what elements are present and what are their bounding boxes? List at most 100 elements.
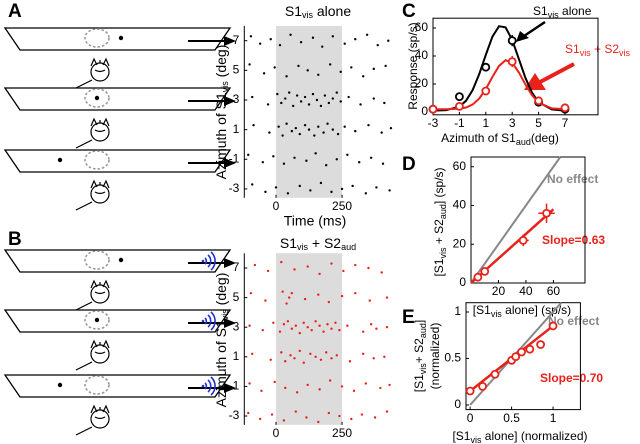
y-tick-label: 7 xyxy=(233,260,240,274)
spike xyxy=(335,354,338,357)
spike xyxy=(383,101,386,105)
y-axis-label: [S1vis+ S2aud] xyxy=(412,320,428,392)
spike xyxy=(335,158,338,161)
spike xyxy=(338,414,341,418)
spike xyxy=(354,263,357,267)
sound-icon xyxy=(200,251,216,271)
spike xyxy=(278,330,282,333)
spike xyxy=(309,189,312,192)
spike xyxy=(358,161,361,164)
spike xyxy=(298,132,301,136)
spike xyxy=(280,260,283,264)
data-point xyxy=(507,36,517,45)
x-tick-label: 0.5 xyxy=(503,411,520,425)
spike xyxy=(339,100,342,103)
y-axis-label: (normalized) xyxy=(428,323,442,390)
panel-label: E xyxy=(402,307,415,328)
spike xyxy=(359,103,362,106)
spike xyxy=(290,327,294,330)
y-tick-label: 20 xyxy=(415,76,429,90)
x-tick-label: 7 xyxy=(562,116,569,130)
spike xyxy=(340,385,344,388)
spike xyxy=(280,351,283,354)
scene-diagram xyxy=(4,374,237,436)
spike xyxy=(269,38,272,41)
spike xyxy=(285,75,288,78)
spike xyxy=(284,360,287,363)
stimulus-dot xyxy=(118,35,124,41)
spike xyxy=(258,417,262,421)
spike xyxy=(336,132,340,136)
x-tick-label: -3 xyxy=(428,116,439,130)
spike xyxy=(372,67,375,71)
spike xyxy=(314,355,317,359)
stimulus-diagrams xyxy=(4,27,237,436)
legend-label: S1vis alone xyxy=(533,4,592,20)
data-point xyxy=(542,208,551,218)
spike xyxy=(290,291,294,295)
spike xyxy=(262,72,266,75)
spike xyxy=(347,95,350,99)
data-point xyxy=(480,266,490,276)
spike xyxy=(288,91,291,94)
data-point xyxy=(511,352,521,362)
legend-arrow xyxy=(523,20,546,38)
spike xyxy=(311,36,315,39)
y-tick-label: 1 xyxy=(233,122,240,136)
y-tick-label: 0 xyxy=(454,397,461,411)
y-axis-label: Azimuth of S1vis (deg) xyxy=(213,273,231,408)
panel-label: D xyxy=(402,154,416,175)
y-tick-label: 20 xyxy=(453,236,467,250)
spike xyxy=(261,328,264,332)
y-axis-label: [S1vis + S2aud] (sp/s) xyxy=(432,167,448,276)
spike xyxy=(385,296,389,299)
spike xyxy=(360,413,364,416)
reference-line xyxy=(470,156,562,284)
y-tick-label: 1 xyxy=(233,349,240,363)
x-axis-label: [S1vis alone] (normalized) xyxy=(452,429,587,444)
spike xyxy=(306,265,309,268)
spike xyxy=(303,297,307,301)
stimulus-window xyxy=(276,253,343,425)
spike xyxy=(310,328,313,332)
spike xyxy=(302,361,305,364)
spike xyxy=(389,126,393,130)
spike xyxy=(319,181,323,185)
y-tick-label: 5 xyxy=(233,290,240,304)
data-point xyxy=(490,369,500,379)
spike xyxy=(305,159,308,162)
data-point xyxy=(481,86,491,96)
y-tick-label: 60 xyxy=(415,20,429,34)
spike xyxy=(354,129,357,133)
spike xyxy=(266,269,270,273)
spike xyxy=(365,33,369,36)
data-point xyxy=(428,104,438,114)
x-axis-label: Time (ms) xyxy=(284,213,346,229)
spike xyxy=(295,94,299,97)
y-tick-label: -3 xyxy=(229,408,240,422)
x-tick-label: 40 xyxy=(519,284,533,298)
spike xyxy=(293,268,296,271)
y-tick-label: 5 xyxy=(233,63,240,77)
y-tick-label: 1 xyxy=(454,304,461,318)
spike xyxy=(348,360,352,363)
spike xyxy=(367,123,370,127)
spike xyxy=(335,91,338,94)
spike xyxy=(295,391,299,394)
spike xyxy=(317,293,320,296)
spike xyxy=(323,94,327,97)
reference-label: No effect xyxy=(548,314,599,328)
spike xyxy=(354,38,357,41)
spike xyxy=(252,123,255,127)
spike xyxy=(284,97,287,100)
x-axis-label: Azimuth of S1aud(deg) xyxy=(441,131,559,147)
spike xyxy=(298,184,301,188)
x-tick-label: -1 xyxy=(454,116,465,130)
fit-label: Slope=0.63 xyxy=(542,233,605,247)
spike xyxy=(317,125,320,128)
spike xyxy=(306,69,309,72)
x-tick-label: 0 xyxy=(273,199,280,213)
spike xyxy=(327,411,331,415)
spike xyxy=(330,357,333,360)
data-point xyxy=(478,381,487,391)
